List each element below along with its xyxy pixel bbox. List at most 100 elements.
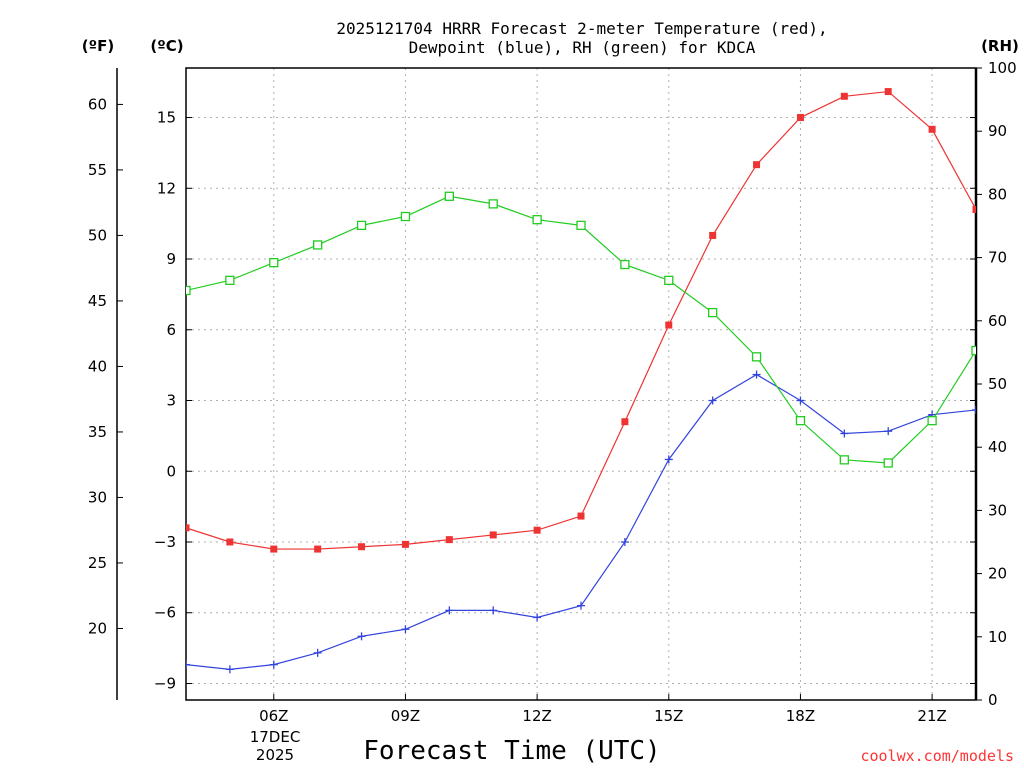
fahrenheit-tick-label: 50 [88,226,107,244]
fahrenheit-tick-label: 60 [88,95,107,113]
point-dewpoint [752,370,761,379]
series-line-rh [186,195,976,464]
point-rh [444,191,454,201]
date-label-day: 17DEC [250,728,301,746]
point-temperature [489,531,497,539]
series-line-temperature [186,90,976,550]
chart-title-line2: Dewpoint (blue), RH (green) for KDCA [409,38,756,57]
x-tick-label: 09Z [391,707,420,725]
point-rh [400,211,411,222]
point-temperature [928,125,936,133]
x-tick-label: 15Z [654,707,683,725]
x-tick-label: 21Z [917,707,946,725]
fahrenheit-tick-label: 25 [88,554,107,572]
point-rh [927,416,937,426]
celsius-unit-label: (ºC) [150,37,183,55]
series-line-dewpoint [186,373,976,670]
point-temperature [577,512,585,520]
point-temperature [445,536,453,544]
point-temperature [709,231,717,239]
celsius-tick-label: 15 [157,109,176,127]
fahrenheit-unit-label: (ºF) [82,37,114,55]
point-dewpoint [708,396,717,405]
rh-tick-label: 40 [988,438,1007,456]
point-dewpoint [225,665,234,674]
point-temperature [358,543,366,551]
celsius-tick-label: 12 [157,179,176,197]
date-label-year: 2025 [256,746,294,764]
data-series [186,88,976,674]
point-dewpoint [664,455,673,464]
point-dewpoint [401,625,410,634]
point-rh [576,220,586,231]
point-rh [664,275,674,286]
point-rh [620,259,630,270]
rh-tick-label: 90 [988,122,1007,140]
point-temperature [533,526,541,534]
point-rh [839,455,849,465]
credit-label: coolwx.com/models [860,747,1014,765]
x-tick-label: 12Z [522,707,551,725]
point-temperature [972,205,976,213]
point-rh [795,416,806,426]
point-temperature [665,321,673,329]
point-temperature [270,545,278,553]
point-temperature [401,540,409,548]
tick-labels: −9 −6 −3 0 3 6 9 12 15 20 25 30 35 40 45 50 55 60 0 10 20 30 4… [88,59,1017,725]
series-dewpoint [186,370,976,674]
axes [116,67,982,701]
fahrenheit-tick-label: 20 [88,619,107,637]
point-rh [751,352,762,362]
x-tick-label: 18Z [786,707,815,725]
point-dewpoint [796,396,805,405]
celsius-tick-label: 3 [166,392,176,410]
point-dewpoint [313,648,322,657]
point-dewpoint [577,601,585,610]
point-temperature [226,538,234,546]
point-temperature [840,92,848,100]
celsius-tick-label: 0 [166,462,176,480]
rh-tick-label: 70 [988,249,1007,267]
point-rh [356,220,367,231]
rh-tick-label: 100 [988,59,1017,77]
rh-tick-label: 80 [988,185,1007,203]
celsius-tick-label: −9 [154,674,176,692]
point-temperature [621,418,629,426]
point-dewpoint [972,405,976,414]
celsius-tick-label: −3 [154,533,176,551]
point-rh [186,285,191,296]
point-rh [532,215,542,225]
fahrenheit-tick-label: 45 [88,292,107,310]
celsius-tick-label: 6 [166,321,176,339]
point-temperature [796,114,804,122]
point-temperature [186,524,190,532]
point-dewpoint [620,538,629,546]
point-dewpoint [533,613,542,622]
rh-tick-label: 30 [988,501,1007,519]
point-rh [313,240,323,250]
point-dewpoint [269,660,278,669]
fahrenheit-tick-label: 35 [88,423,107,441]
rh-unit-label: (RH) [981,37,1019,55]
point-dewpoint [357,632,366,641]
rh-tick-label: 10 [988,628,1007,646]
rh-tick-label: 60 [988,312,1007,330]
series-rh [186,191,976,468]
chart-title-line1: 2025121704 HRRR Forecast 2-meter Tempera… [336,19,827,38]
fahrenheit-tick-label: 55 [88,161,107,179]
rh-tick-label: 20 [988,565,1007,583]
rh-tick-label: 0 [988,691,998,709]
point-rh [883,458,893,468]
point-dewpoint [840,429,849,438]
fahrenheit-tick-label: 30 [88,488,107,506]
x-tick-label: 06Z [259,707,288,725]
point-temperature [753,161,761,169]
point-dewpoint [186,660,190,669]
point-rh [269,258,279,268]
rh-tick-label: 50 [988,375,1007,393]
point-rh [971,345,976,356]
point-dewpoint [884,427,893,436]
celsius-tick-label: −6 [154,604,176,622]
point-rh [225,275,235,286]
